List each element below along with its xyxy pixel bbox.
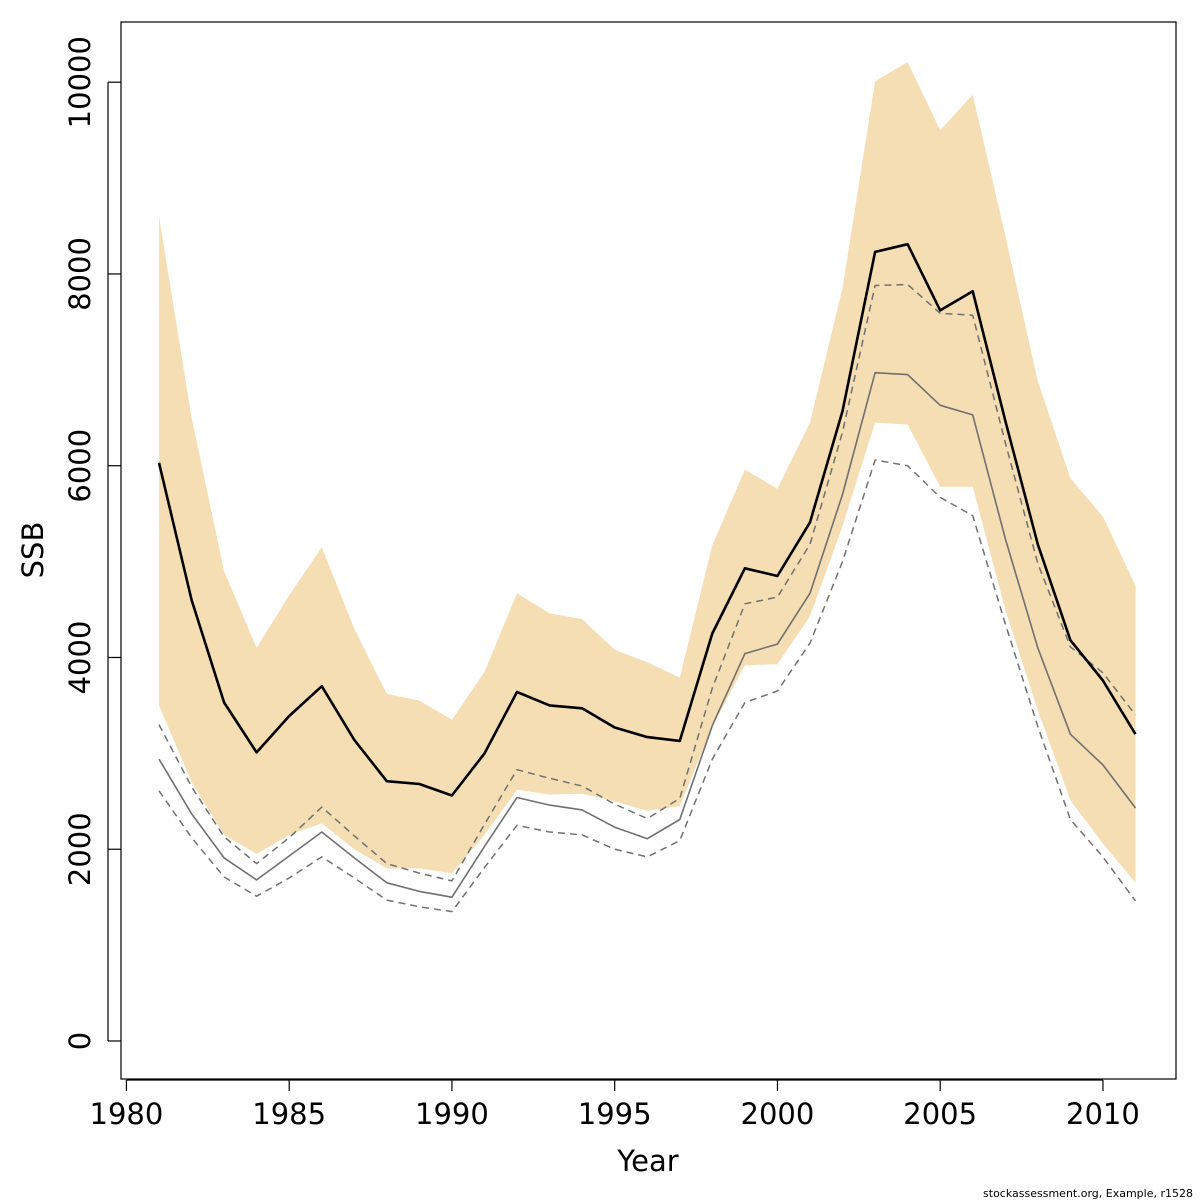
ssb-upper-dashed-line xyxy=(158,283,1137,882)
x-axis: 1980 1985 1990 1995 2000 2005 2010 xyxy=(90,1079,1140,1131)
ssb-lower-dashed-line xyxy=(158,459,1137,913)
y-tick-label: 6000 xyxy=(63,429,97,503)
plot-area xyxy=(157,62,1137,913)
x-axis-title: Year xyxy=(616,1144,678,1178)
confidence-band xyxy=(159,62,1136,883)
y-tick-label: 4000 xyxy=(63,621,97,695)
x-tick-label: 2005 xyxy=(903,1097,977,1131)
y-axis-title: SSB xyxy=(16,522,50,579)
x-tick-label: 2000 xyxy=(741,1097,815,1131)
x-tick-label: 1990 xyxy=(415,1097,489,1131)
ssb-secondary-line xyxy=(158,371,1137,899)
x-tick-label: 1980 xyxy=(90,1097,164,1131)
y-tick-label: 0 xyxy=(63,1032,97,1050)
ssb-main-line xyxy=(157,242,1137,797)
y-axis: 0 2000 4000 6000 8000 10000 xyxy=(63,36,121,1050)
y-tick-label: 2000 xyxy=(63,812,97,886)
y-tick-label: 10000 xyxy=(63,36,97,128)
y-tick-label: 8000 xyxy=(63,237,97,311)
x-tick-label: 2010 xyxy=(1066,1097,1140,1131)
x-tick-label: 1995 xyxy=(578,1097,652,1131)
x-tick-label: 1985 xyxy=(252,1097,326,1131)
credit-text: stockassessment.org, Example, r1528 xyxy=(983,1187,1193,1200)
plot-frame xyxy=(120,21,1177,1080)
